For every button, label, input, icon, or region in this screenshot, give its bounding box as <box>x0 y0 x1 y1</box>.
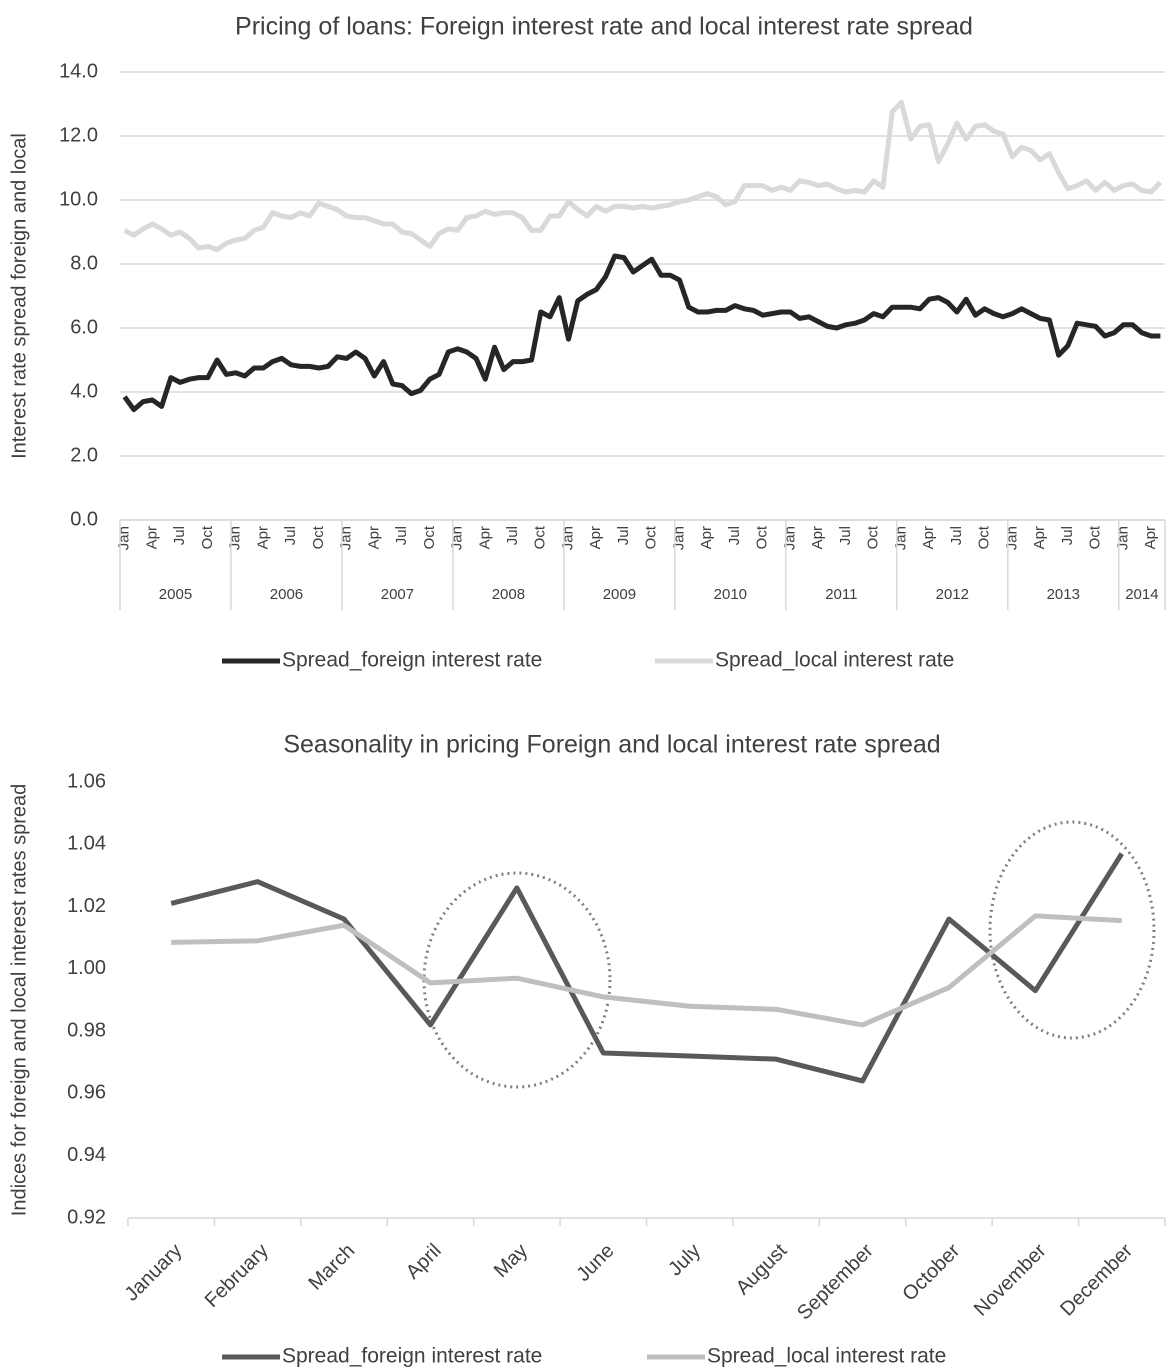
series-line <box>170 852 1124 1084</box>
x-tick-label: Oct <box>532 525 549 549</box>
y-axis-title: Interest rate spread foreign and local <box>8 133 30 459</box>
y-tick-label: 1.04 <box>67 833 106 855</box>
highlight-ellipse <box>422 871 612 1089</box>
group-label: 2013 <box>1047 586 1080 603</box>
x-tick-label: Jan <box>670 526 687 550</box>
x-tick-label: Jul <box>837 526 854 545</box>
x-tick-label: April <box>402 1240 446 1284</box>
y-tick-label: 10.0 <box>59 188 98 210</box>
highlight-ellipse <box>988 820 1156 1040</box>
x-tick-label: March <box>304 1240 359 1295</box>
x-tick-label: Jul <box>504 526 521 545</box>
x-tick-label: Apr <box>1142 526 1159 549</box>
x-tick-label: Jan <box>892 526 909 550</box>
x-tick-label: February <box>201 1240 273 1312</box>
y-tick-label: 0.98 <box>67 1019 106 1041</box>
x-tick-label: December <box>1056 1239 1137 1320</box>
x-tick-label: Jul <box>282 526 299 545</box>
x-tick-label: Apr <box>920 526 937 549</box>
group-label: 2012 <box>936 586 969 603</box>
x-tick-label: Apr <box>698 526 715 549</box>
x-tick-label: Jan <box>559 526 576 550</box>
y-tick-label: 2.0 <box>70 444 98 466</box>
x-tick-label: Apr <box>809 526 826 549</box>
y-tick-label: 0.92 <box>67 1206 106 1228</box>
x-tick-label: Apr <box>1031 526 1048 549</box>
legend-label: Spread_foreign interest rate <box>282 1345 542 1368</box>
y-tick-label: 6.0 <box>70 316 98 338</box>
group-label: 2008 <box>492 586 525 603</box>
y-tick-label: 4.0 <box>70 380 98 402</box>
y-tick-label: 8.0 <box>70 252 98 274</box>
x-tick-label: Jul <box>393 526 410 545</box>
x-tick-label: Jul <box>1059 526 1076 545</box>
group-label: 2007 <box>381 586 414 603</box>
y-tick-label: 1.02 <box>67 895 106 917</box>
x-tick-label: Jul <box>615 526 632 545</box>
x-tick-label: Jan <box>338 526 355 550</box>
group-label: 2006 <box>270 586 303 603</box>
x-tick-label: January <box>121 1240 187 1306</box>
series-line <box>171 913 1122 1028</box>
group-label: 2010 <box>714 586 747 603</box>
x-tick-label: Jan <box>1003 526 1020 550</box>
series-line <box>122 253 1161 413</box>
y-tick-label: 0.94 <box>67 1144 106 1166</box>
x-tick-label: Jan <box>781 526 798 550</box>
x-tick-label: November <box>970 1239 1051 1320</box>
x-tick-label: Apr <box>143 526 160 549</box>
group-label: 2011 <box>825 586 857 603</box>
x-tick-label: September <box>793 1239 878 1324</box>
x-tick-label: Jan <box>1114 526 1131 550</box>
legend-label: Spread_local interest rate <box>707 1345 946 1368</box>
y-tick-label: 0.0 <box>70 508 98 530</box>
x-tick-label: Apr <box>365 526 382 549</box>
x-tick-label: May <box>490 1240 532 1282</box>
y-tick-label: 1.00 <box>67 957 106 979</box>
y-tick-label: 12.0 <box>59 124 98 146</box>
x-tick-label: Oct <box>1087 525 1104 549</box>
x-tick-label: June <box>572 1240 618 1286</box>
x-tick-label: Oct <box>199 525 216 549</box>
x-tick-label: July <box>664 1240 705 1281</box>
x-tick-label: August <box>732 1239 792 1299</box>
x-tick-label: Jul <box>726 526 743 545</box>
x-tick-label: Jul <box>948 526 965 545</box>
y-tick-label: 14.0 <box>59 60 98 82</box>
y-tick-label: 1.06 <box>67 770 106 792</box>
x-tick-label: Apr <box>587 526 604 549</box>
chart-title: Seasonality in pricing Foreign and local… <box>283 731 940 759</box>
legend-label: Spread_local interest rate <box>715 649 954 672</box>
x-tick-label: Jan <box>116 526 133 550</box>
x-tick-label: October <box>898 1239 964 1305</box>
group-label: 2009 <box>603 586 636 603</box>
x-tick-label: Oct <box>754 525 771 549</box>
y-axis-title: Indices for foreign and local interest r… <box>8 784 30 1216</box>
x-tick-label: Oct <box>865 525 882 549</box>
x-tick-label: Apr <box>476 526 493 549</box>
x-tick-label: Jul <box>171 526 188 545</box>
x-tick-label: Jan <box>227 526 244 550</box>
x-tick-label: Oct <box>310 525 327 549</box>
group-label: 2005 <box>159 586 192 603</box>
x-tick-label: Oct <box>421 525 438 549</box>
x-tick-label: Apr <box>254 526 271 549</box>
x-tick-label: Oct <box>643 525 660 549</box>
group-label: 2014 <box>1125 586 1158 603</box>
legend-label: Spread_foreign interest rate <box>282 649 542 672</box>
x-tick-label: Jan <box>449 526 466 550</box>
x-tick-label: Oct <box>976 525 993 549</box>
y-tick-label: 0.96 <box>67 1082 106 1104</box>
chart-title: Pricing of loans: Foreign interest rate … <box>235 13 973 41</box>
series-line <box>123 99 1163 253</box>
